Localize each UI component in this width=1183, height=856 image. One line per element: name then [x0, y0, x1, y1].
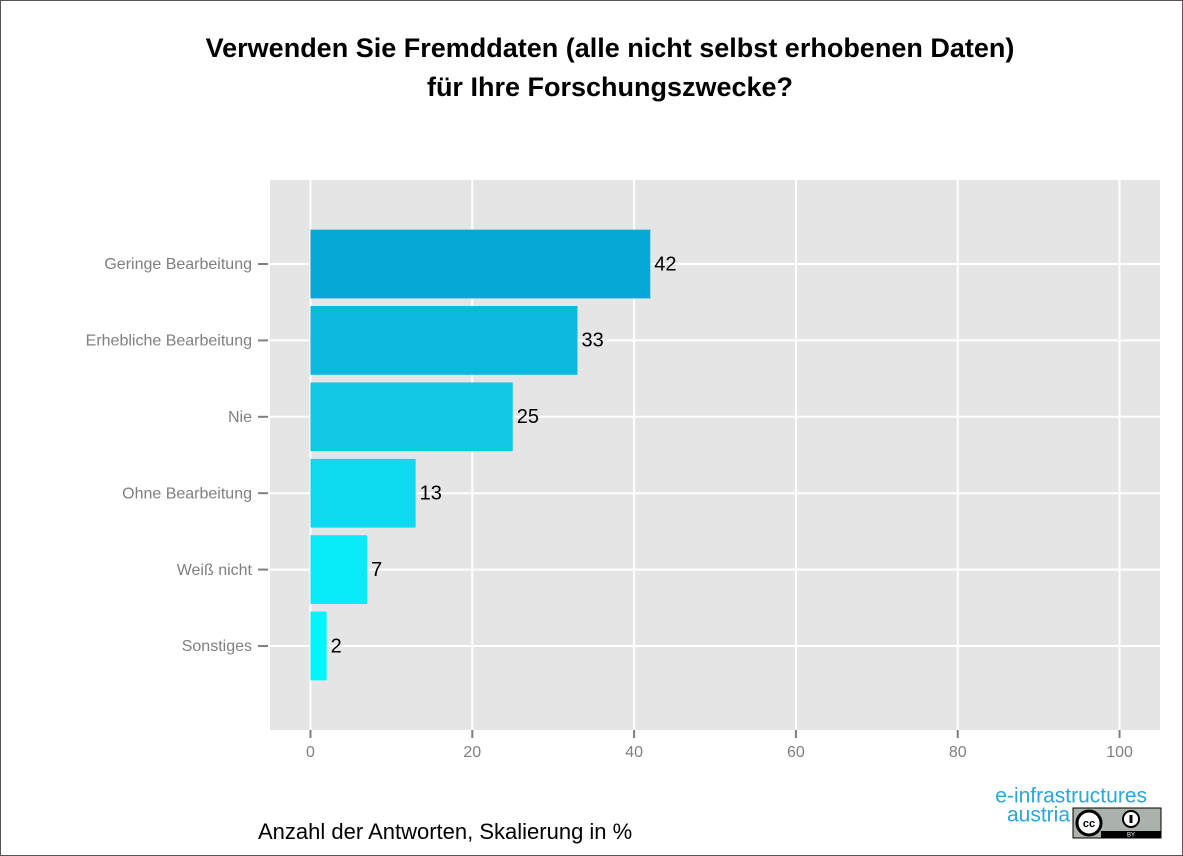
- y-tick-label: Erhebliche Bearbeitung: [86, 333, 252, 350]
- bar: [310, 306, 578, 375]
- badge-text: BY: [1127, 833, 1135, 839]
- caption: Anzahl der Antworten, Skalierung in %: [258, 819, 632, 844]
- y-tick-label: Sonstiges: [182, 638, 252, 655]
- bar: [310, 535, 368, 604]
- data-label: 2: [331, 635, 342, 657]
- data-label: 33: [581, 330, 603, 352]
- data-label: 7: [371, 559, 382, 581]
- y-tick-label: Ohne Bearbeitung: [122, 485, 252, 502]
- bar: [310, 458, 416, 528]
- bar: [310, 229, 651, 299]
- x-tick-label: 80: [949, 744, 967, 761]
- svg-text:cc: cc: [1083, 818, 1095, 830]
- y-tick-label: Nie: [228, 409, 252, 426]
- bar: [310, 382, 513, 452]
- x-tick-label: 40: [625, 744, 643, 761]
- data-label: 13: [420, 482, 442, 504]
- logo: e-infrastructures: [995, 785, 1147, 808]
- x-tick-label: 20: [463, 744, 481, 761]
- data-label: 25: [517, 406, 539, 428]
- y-tick-label: Geringe Bearbeitung: [104, 256, 252, 273]
- data-label: 42: [654, 253, 676, 275]
- x-tick-label: 60: [787, 744, 805, 761]
- cc-badge: cc BY: [1072, 807, 1162, 839]
- x-tick-label: 0: [306, 744, 315, 761]
- marks: 0 20 40 60 80 100 Geringe Bearbeitung 42 Erhebli…: [86, 180, 1160, 761]
- chart-title: Verwenden Sie Fremddaten (alle nicht sel…: [206, 33, 1015, 63]
- y-tick-label: Weiß nicht: [177, 562, 253, 579]
- logo: austria: [1007, 804, 1070, 827]
- bar: [310, 611, 327, 681]
- chart-title: für Ihre Forschungszwecke?: [427, 72, 793, 102]
- x-tick-label: 100: [1106, 744, 1133, 761]
